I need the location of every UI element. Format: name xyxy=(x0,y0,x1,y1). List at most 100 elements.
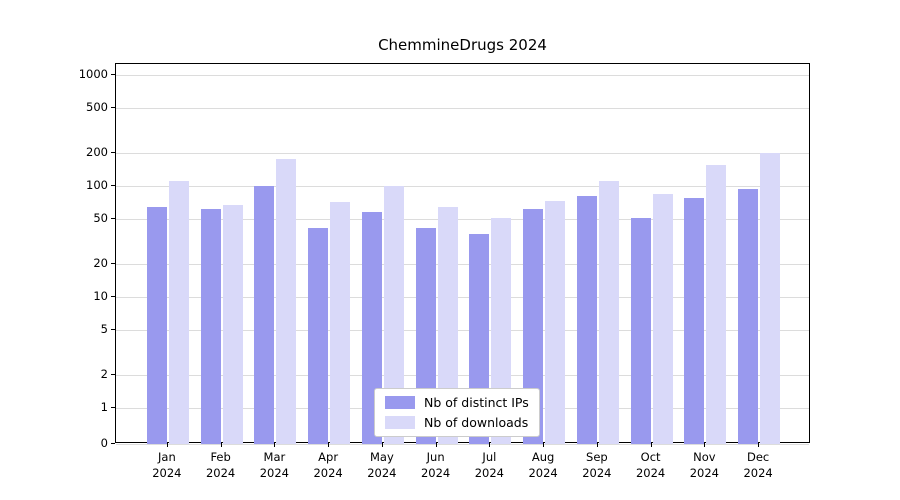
x-tick-year: 2024 xyxy=(259,465,290,480)
bar-downloads-jan xyxy=(168,181,189,444)
y-axis-tick-mark xyxy=(111,443,115,444)
bar-distinct-ips-sep xyxy=(576,195,597,444)
plot-area: Nb of distinct IPs Nb of downloads xyxy=(115,63,810,445)
x-axis-tick-mark xyxy=(489,443,491,447)
bar-downloads-dec xyxy=(760,152,781,444)
bar-downloads-jul xyxy=(491,217,512,444)
x-axis-tick-mark xyxy=(758,443,760,447)
legend-entry-downloads: Nb of downloads xyxy=(385,415,529,430)
y-axis-tick-label: 10 xyxy=(93,289,108,303)
legend-swatch xyxy=(385,396,415,409)
x-tick-month: Nov xyxy=(693,450,716,464)
bar-downloads-apr xyxy=(330,201,351,444)
gridline-y-500 xyxy=(116,108,809,110)
x-tick-year: 2024 xyxy=(367,465,397,480)
x-axis-tick-label: Jul 2024 xyxy=(454,450,524,481)
x-tick-month: Dec xyxy=(746,450,770,464)
legend: Nb of distinct IPs Nb of downloads xyxy=(374,388,540,437)
x-tick-month: Mar xyxy=(263,450,286,464)
x-tick-year: 2024 xyxy=(420,465,451,480)
x-tick-month: Aug xyxy=(531,450,555,464)
x-tick-month: Apr xyxy=(318,450,339,464)
gridline-y-20 xyxy=(116,263,809,265)
y-axis-tick-mark xyxy=(111,185,115,186)
x-tick-year: 2024 xyxy=(689,465,720,480)
x-axis-tick-label: Dec 2024 xyxy=(723,450,793,481)
x-axis-tick-mark xyxy=(596,443,598,447)
gridline-y-50 xyxy=(116,219,809,221)
gridline-y-1000 xyxy=(116,75,809,76)
x-axis-tick-mark xyxy=(166,443,168,447)
x-tick-year: 2024 xyxy=(528,465,558,480)
x-axis-tick-label: Feb 2024 xyxy=(186,450,256,481)
x-tick-year: 2024 xyxy=(635,465,666,480)
gridline-y-0 xyxy=(116,444,809,445)
x-axis-tick-mark xyxy=(274,443,276,447)
y-axis-tick-mark xyxy=(111,262,115,264)
x-axis-tick-label: Aug 2024 xyxy=(508,450,578,481)
y-axis-tick-label: 5 xyxy=(100,322,108,337)
x-axis-tick-label: Oct 2024 xyxy=(616,450,686,481)
x-axis-tick-mark xyxy=(381,443,383,447)
x-tick-month: May xyxy=(369,450,394,464)
x-axis-tick-label: Jan 2024 xyxy=(132,450,202,481)
x-axis-tick-label: May 2024 xyxy=(347,450,417,481)
bar-distinct-ips-dec xyxy=(738,189,759,444)
x-axis-tick-label: Jun 2024 xyxy=(401,450,471,481)
x-axis-tick-mark xyxy=(328,443,330,447)
bar-downloads-mar xyxy=(276,159,297,444)
bar-distinct-ips-jan xyxy=(146,206,167,444)
chart-title: ChemmineDrugs 2024 xyxy=(378,36,547,54)
bar-downloads-nov xyxy=(706,164,727,444)
y-axis-tick-label: 50 xyxy=(93,211,108,226)
x-tick-month: Jan xyxy=(158,450,176,464)
y-axis-tick-mark xyxy=(111,296,115,297)
y-axis-tick-label: 0 xyxy=(100,436,108,450)
y-axis-tick-label: 200 xyxy=(86,144,108,159)
bar-distinct-ips-mar xyxy=(254,186,275,444)
bar-distinct-ips-oct xyxy=(630,218,651,444)
x-tick-month: Jul xyxy=(482,450,497,464)
gridline-y-5 xyxy=(116,330,809,332)
y-axis-tick-label: 500 xyxy=(86,100,108,115)
legend-swatch xyxy=(385,416,415,429)
x-tick-month: Sep xyxy=(586,450,608,464)
x-axis-tick-label: Sep 2024 xyxy=(562,450,632,481)
bar-distinct-ips-nov xyxy=(684,197,705,444)
y-axis-tick-mark xyxy=(111,218,115,220)
bar-distinct-ips-apr xyxy=(308,227,329,444)
y-axis-tick-mark xyxy=(111,329,115,331)
x-axis-tick-label: Mar 2024 xyxy=(239,450,309,481)
y-axis-tick-mark xyxy=(111,151,115,153)
x-tick-year: 2024 xyxy=(474,465,505,480)
y-axis-tick-label: 1000 xyxy=(78,67,108,81)
y-axis-tick-mark xyxy=(111,74,115,75)
bar-downloads-sep xyxy=(598,180,619,444)
legend-entry-distinct-ips: Nb of distinct IPs xyxy=(385,395,529,410)
gridline-y-10 xyxy=(116,297,809,298)
x-tick-year: 2024 xyxy=(205,465,236,480)
bar-downloads-aug xyxy=(545,201,566,444)
y-axis-tick-label: 100 xyxy=(86,178,108,192)
y-axis-tick-mark xyxy=(111,373,115,375)
gridline-y-2 xyxy=(116,374,809,376)
bar-distinct-ips-aug xyxy=(523,209,544,444)
bar-distinct-ips-may xyxy=(361,212,382,444)
x-tick-month: Oct xyxy=(640,450,661,464)
x-tick-month: Feb xyxy=(210,450,231,464)
x-axis-tick-mark xyxy=(543,443,545,447)
y-axis-tick-label: 2 xyxy=(100,366,108,381)
y-axis-tick-mark xyxy=(111,107,115,109)
x-tick-year: 2024 xyxy=(743,465,773,480)
bar-downloads-oct xyxy=(652,193,673,444)
x-tick-year: 2024 xyxy=(582,465,612,480)
x-axis-tick-mark xyxy=(704,443,706,447)
y-axis-tick-label: 1 xyxy=(100,400,108,414)
y-axis-tick-mark xyxy=(111,407,115,408)
x-axis-tick-mark xyxy=(220,443,222,447)
gridline-y-200 xyxy=(116,152,809,154)
x-tick-year: 2024 xyxy=(313,465,343,480)
x-tick-month: Jun xyxy=(426,450,445,464)
bar-downloads-feb xyxy=(222,204,243,444)
